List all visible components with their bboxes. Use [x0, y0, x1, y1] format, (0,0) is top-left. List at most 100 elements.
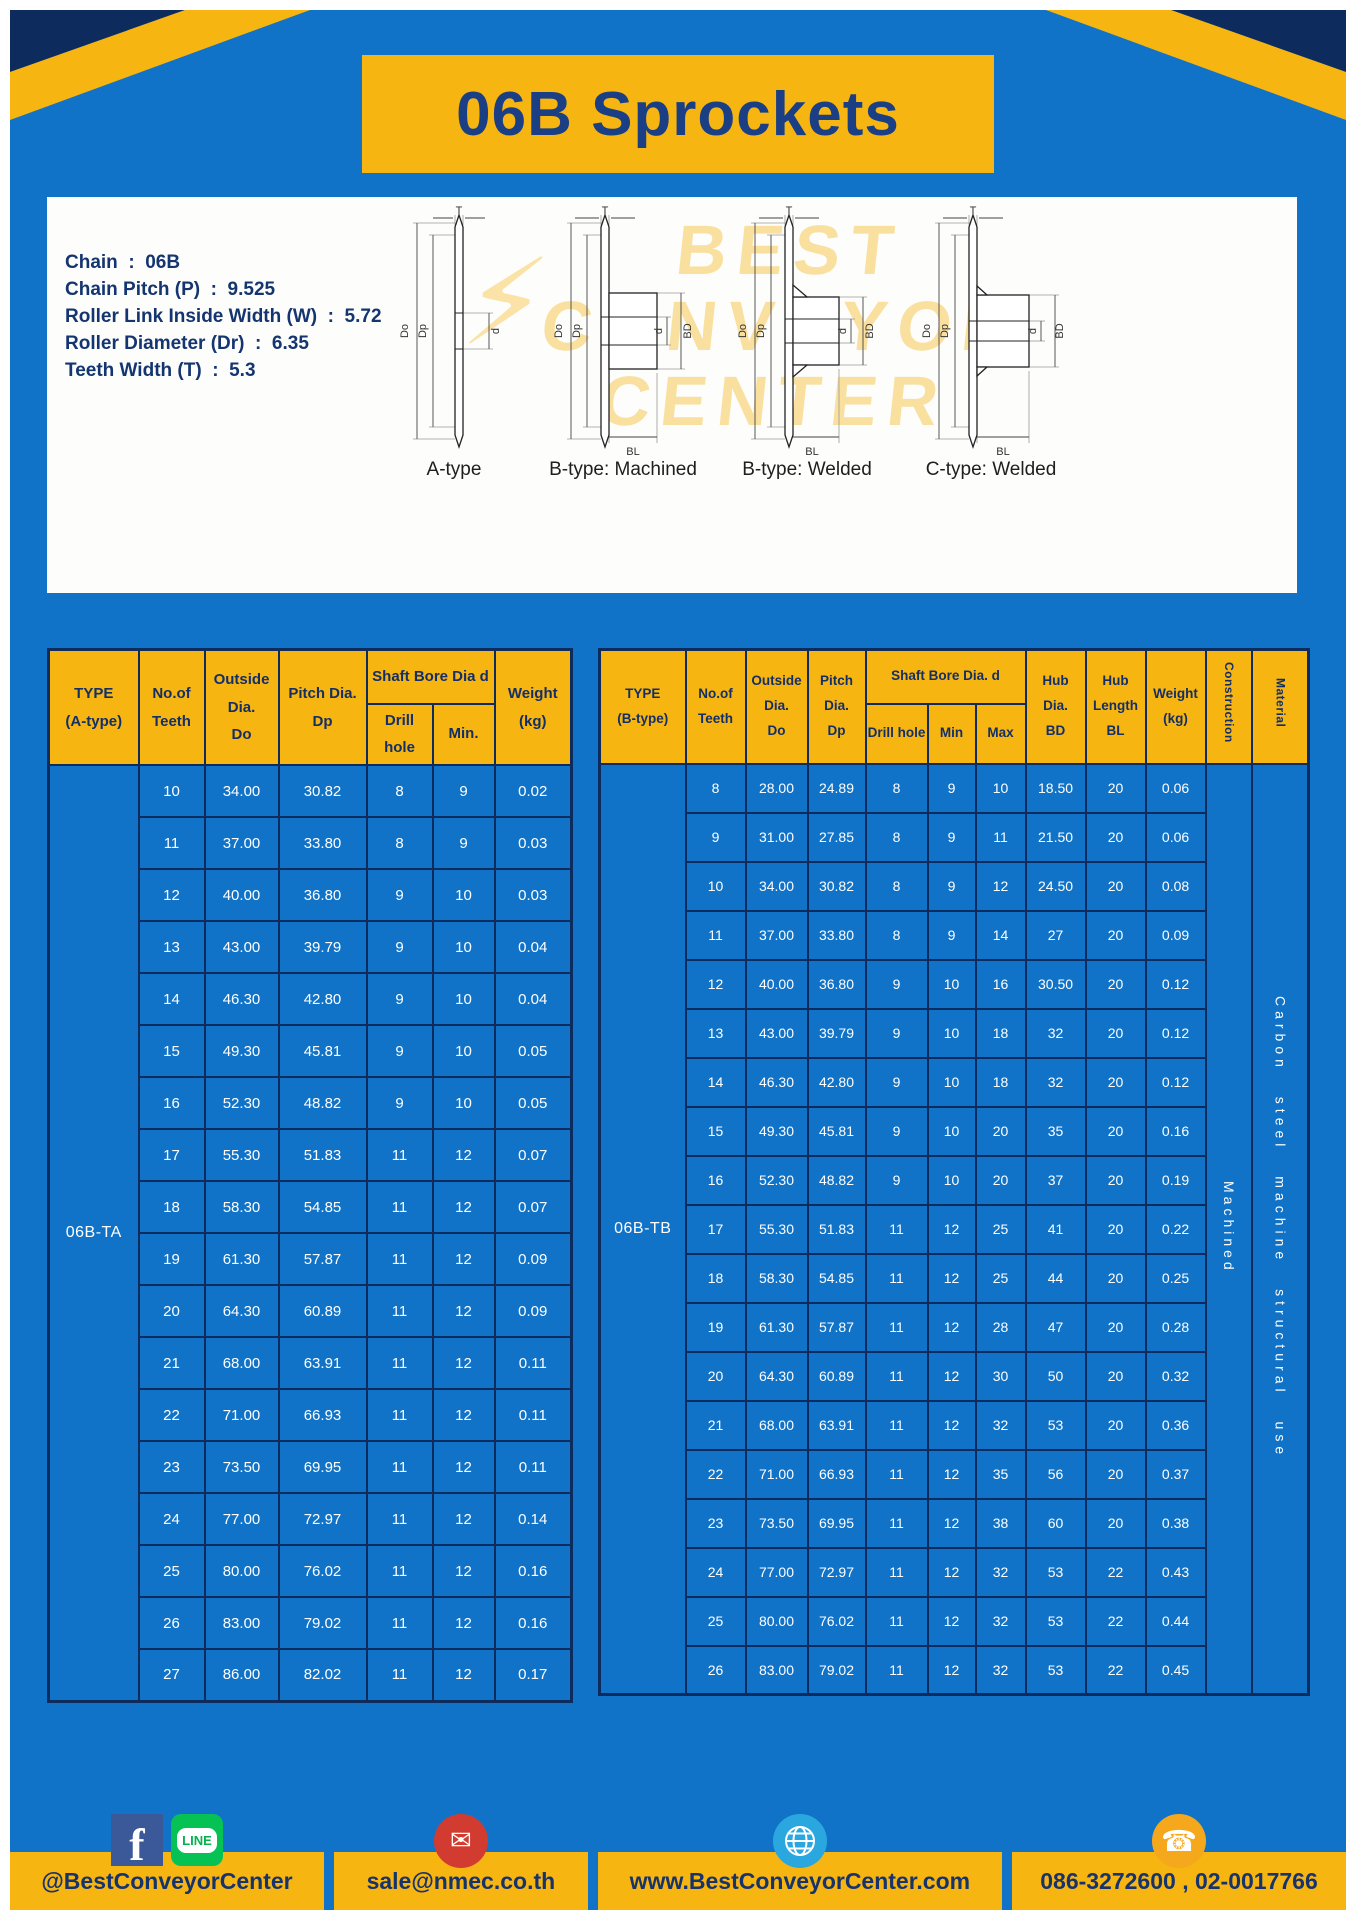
table-cell: 0.07	[493, 1128, 573, 1182]
table-row: 25 80.00 76.02 11 12 32 53 22 0.44	[600, 1595, 1309, 1647]
phone-icon: ☎	[1152, 1814, 1206, 1868]
table-cell: 27	[137, 1648, 206, 1702]
header-min: Min	[926, 702, 977, 765]
table-cell: 0.11	[493, 1388, 573, 1442]
table-cell: 0.09	[493, 1284, 573, 1338]
dim-label-t: T	[786, 205, 793, 217]
table-row: 22 71.00 66.93 11 12 35 56 20 0.37	[600, 1448, 1309, 1500]
table-cell: 12	[684, 958, 747, 1010]
table-cell: 8	[684, 762, 747, 814]
table-cell: 43.00	[203, 920, 280, 974]
table-cell: 9	[864, 958, 929, 1010]
footer-phone-numbers[interactable]: 086-3272600 , 02-0017766	[1040, 1867, 1318, 1894]
drawing-caption: C-type: Welded	[925, 459, 1057, 480]
dim-label-bl: BL	[805, 446, 818, 457]
header-construction: Construction	[1204, 648, 1253, 765]
table-cell: 11	[864, 1595, 929, 1647]
table-cell: 18	[684, 1252, 747, 1304]
footer-social-icons: f LINE	[110, 1814, 223, 1867]
footer-website[interactable]: www.BestConveyorCenter.com	[629, 1867, 971, 1894]
drawing-b-type-machined: T Do Dp d BD BL B-type: Machined	[543, 205, 703, 481]
table-cell: 72.97	[277, 1492, 368, 1546]
table-cell: 11	[864, 1203, 929, 1255]
table-cell: 40.00	[744, 958, 809, 1010]
table-cell: 23	[137, 1440, 206, 1494]
construction-value: Machined	[1204, 762, 1253, 1696]
table-cell: 58.30	[744, 1252, 809, 1304]
table-a-body: 06B-TA 10 34.00 30.82 8 9 0.02 11 37.00 33.80 8 9 0.…	[47, 764, 573, 1702]
line-icon: LINE	[170, 1814, 223, 1866]
table-cell: 9	[365, 920, 434, 974]
table-row: 15 49.30 45.81 9 10 0.05	[49, 1024, 573, 1078]
table-row: 18 58.30 54.85 11 12 25 44 20 0.25	[600, 1252, 1309, 1304]
table-row: 12 40.00 36.80 9 10 0.03	[49, 868, 573, 922]
table-cell: 19	[684, 1301, 747, 1353]
table-row: 23 73.50 69.95 11 12 0.11	[49, 1440, 573, 1494]
table-cell: 77.00	[744, 1546, 809, 1598]
table-row: 21 68.00 63.91 11 12 0.11	[49, 1336, 573, 1390]
footer-email[interactable]: sale@nmec.co.th	[366, 1867, 556, 1894]
table-cell: 11	[684, 909, 747, 961]
dim-label-t: T	[456, 205, 463, 217]
table-row: 25 80.00 76.02 11 12 0.16	[49, 1544, 573, 1598]
table-cell: 12	[926, 1448, 977, 1500]
table-row: 15 49.30 45.81 9 10 20 35 20 0.16	[600, 1105, 1309, 1157]
table-cell: 82.02	[277, 1648, 368, 1702]
table-cell: 34.00	[744, 860, 809, 912]
table-cell: 32	[974, 1546, 1027, 1598]
table-row: 9 31.00 27.85 8 9 11 21.50 20 0.06	[600, 811, 1309, 863]
table-cell: 32	[1024, 1056, 1087, 1108]
table-row: 13 43.00 39.79 9 10 0.04	[49, 920, 573, 974]
table-cell: 24.89	[806, 762, 867, 814]
table-row: 20 64.30 60.89 11 12 0.09	[49, 1284, 573, 1338]
table-cell: 9	[864, 1105, 929, 1157]
table-cell: 57.87	[806, 1301, 867, 1353]
table-cell: 28.00	[744, 762, 809, 814]
dim-label-do: Do	[737, 324, 749, 338]
header-hub-length: Hub Length BL	[1084, 648, 1147, 765]
table-row: 17 55.30 51.83 11 12 25 41 20 0.22	[600, 1203, 1309, 1255]
table-cell: 0.25	[1144, 1252, 1207, 1304]
table-cell: 19	[137, 1232, 206, 1286]
footer-bar: f LINE @BestConveyorCenter ✉ sale@nmec.c…	[10, 1814, 1346, 1910]
table-row: 11 37.00 33.80 8 9 0.03	[49, 816, 573, 870]
table-cell: 9	[684, 811, 747, 863]
drawing-caption: B-type: Welded	[742, 459, 872, 480]
table-cell: 18	[137, 1180, 206, 1234]
header-shaft-bore-group: Shaft Bore Dia d	[365, 648, 496, 705]
table-cell: 12	[431, 1492, 496, 1546]
table-cell: 36.80	[277, 868, 368, 922]
table-cell: 0.44	[1144, 1595, 1207, 1647]
dim-label-bd: BD	[864, 323, 876, 338]
table-cell: 13	[684, 1007, 747, 1059]
table-cell: 33.80	[806, 909, 867, 961]
table-cell: 9	[864, 1056, 929, 1108]
dim-label-d: d	[653, 328, 665, 334]
table-cell: 32	[974, 1644, 1027, 1696]
table-cell: 8	[365, 816, 434, 870]
table-cell: 73.50	[203, 1440, 280, 1494]
table-cell: 66.93	[277, 1388, 368, 1442]
table-cell: 27	[1024, 909, 1087, 961]
table-cell: 25	[684, 1595, 747, 1647]
table-row: 12 40.00 36.80 9 10 16 30.50 20 0.12	[600, 958, 1309, 1010]
table-cell: 9	[365, 868, 434, 922]
table-cell: 80.00	[203, 1544, 280, 1598]
diagram-panel: ⚡ BEST CONVEYOR CENTER Chain : 06B Chain…	[47, 197, 1297, 593]
table-cell: 8	[864, 909, 929, 961]
table-cell: 30.82	[806, 860, 867, 912]
dim-label-dp: Dp	[417, 324, 429, 338]
table-cell: 12	[431, 1336, 496, 1390]
table-cell: 20	[1084, 1497, 1147, 1549]
dim-label-d: d	[1027, 328, 1039, 334]
table-cell: 11	[864, 1399, 929, 1451]
header-teeth: No.of Teeth	[684, 648, 747, 765]
table-cell: 11	[365, 1388, 434, 1442]
table-cell: 53	[1024, 1546, 1087, 1598]
table-cell: 20	[1084, 762, 1147, 814]
table-a-type: TYPE (A-type) No.of Teeth Outside Dia. D…	[47, 648, 573, 1703]
footer-social-handle[interactable]: @BestConveyorCenter	[41, 1867, 293, 1894]
table-cell: 9	[864, 1154, 929, 1206]
footer-email-section: ✉ sale@nmec.co.th	[334, 1814, 588, 1910]
